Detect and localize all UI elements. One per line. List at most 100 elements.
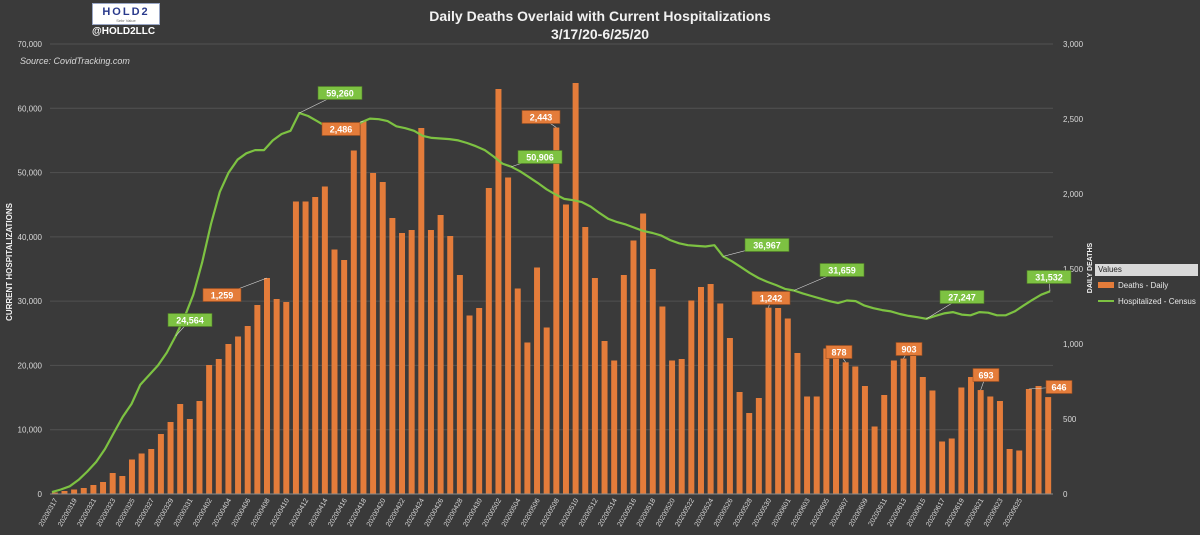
death-bar xyxy=(485,188,492,494)
death-bar xyxy=(620,275,627,494)
x-tick-label: 20200611 xyxy=(868,497,889,527)
death-bar xyxy=(524,342,531,494)
right-axis-title: DAILY DEATHS xyxy=(1087,242,1094,293)
death-bar xyxy=(707,284,714,494)
death-bar xyxy=(678,359,685,494)
death-bar xyxy=(456,275,463,494)
left-tick-label: 10,000 xyxy=(18,426,43,435)
death-bar xyxy=(447,236,454,494)
right-tick-label: 1,500 xyxy=(1063,265,1084,274)
death-bar xyxy=(302,201,309,494)
x-tick-label: 20200603 xyxy=(790,497,812,528)
x-tick-label: 20200428 xyxy=(443,497,465,528)
hospitalized-line-group xyxy=(51,111,1051,494)
death-bar xyxy=(399,233,406,494)
death-bar xyxy=(996,401,1003,494)
death-bar xyxy=(51,492,58,494)
legend-item-deaths: Deaths - Daily xyxy=(1095,278,1198,292)
legend-swatch-deaths xyxy=(1098,282,1114,288)
right-tick-label: 2,500 xyxy=(1063,115,1084,124)
legend-header: Values xyxy=(1095,264,1198,276)
x-tick-label: 20200520 xyxy=(655,497,677,528)
x-tick-label: 20200416 xyxy=(327,497,349,528)
death-bar xyxy=(736,392,743,494)
x-tick-label: 20200625 xyxy=(1002,497,1024,528)
hospitalized-callout-label: 50,906 xyxy=(526,153,554,163)
death-bar xyxy=(919,377,926,494)
death-bar xyxy=(804,396,811,494)
death-bar xyxy=(968,377,975,494)
left-tick-label: 20,000 xyxy=(18,361,43,370)
death-callout-box xyxy=(521,110,561,124)
x-tick-label: 20200412 xyxy=(289,497,311,528)
death-bar xyxy=(562,204,569,494)
x-tick-label: 20200607 xyxy=(829,497,851,528)
death-callout-box xyxy=(825,345,853,359)
x-tick-label: 20200406 xyxy=(231,497,253,528)
hold2-logo: HOLD2 Sebr Value xyxy=(92,3,160,25)
x-tick-label: 20200422 xyxy=(385,497,407,528)
death-bar xyxy=(244,326,251,494)
left-axis-title: CURRENT HOSPITALIZATIONS xyxy=(5,202,14,321)
death-bar xyxy=(157,434,164,494)
death-bar xyxy=(206,365,213,494)
death-bar xyxy=(418,128,425,494)
death-bar xyxy=(669,360,676,494)
death-bar xyxy=(254,305,261,494)
death-bar xyxy=(1045,397,1052,494)
x-tick-label: 20200609 xyxy=(848,497,870,528)
death-bar xyxy=(929,390,936,494)
death-bar xyxy=(659,306,666,494)
right-tick-label: 0 xyxy=(1063,490,1068,499)
death-callout-label: 646 xyxy=(1051,383,1066,393)
death-bar xyxy=(379,182,386,494)
x-tick-label: 20200504 xyxy=(501,497,523,528)
death-bar xyxy=(341,260,348,494)
death-bar xyxy=(476,308,483,494)
x-tick-label: 20200424 xyxy=(404,497,426,528)
death-bar xyxy=(505,177,512,494)
death-bar xyxy=(688,300,695,494)
death-bar xyxy=(1035,386,1042,494)
x-tick-label: 20200317 xyxy=(38,497,60,528)
legend: Values Deaths - Daily Hospitalized - Cen… xyxy=(1095,264,1198,312)
hospitalized-callout-label: 27,247 xyxy=(948,293,976,303)
death-bar xyxy=(611,360,618,494)
death-bar xyxy=(833,345,839,494)
legend-label-deaths: Deaths - Daily xyxy=(1118,280,1169,290)
death-callout-label: 1,242 xyxy=(760,294,783,304)
hospitalized-callout-label: 24,564 xyxy=(176,316,204,326)
x-tick-label: 20200530 xyxy=(752,497,774,528)
death-bar xyxy=(746,413,753,494)
death-bar xyxy=(177,404,184,494)
x-tick-label: 20200605 xyxy=(809,497,831,528)
death-bar xyxy=(823,348,830,494)
death-callout-box xyxy=(895,342,923,356)
x-tick-label: 20200331 xyxy=(173,497,195,528)
death-bar xyxy=(765,307,772,494)
death-bar xyxy=(630,240,637,494)
hospitalized-callout-box xyxy=(517,150,563,164)
legend-item-hospitalized: Hospitalized - Census xyxy=(1095,294,1198,308)
x-tick-label: 20200329 xyxy=(154,497,176,528)
hospitalized-callout-box xyxy=(1026,270,1072,284)
left-tick-label: 40,000 xyxy=(18,233,43,242)
x-tick-label: 20200325 xyxy=(115,497,137,528)
death-bar xyxy=(80,488,87,494)
x-tick-label: 20200430 xyxy=(462,497,484,528)
death-bar xyxy=(514,288,521,494)
x-tick-label: 20200327 xyxy=(134,497,156,528)
legend-label-hospitalized: Hospitalized - Census xyxy=(1118,296,1196,306)
death-callout-box xyxy=(202,288,242,302)
hospitalized-callout-box xyxy=(317,86,363,100)
x-tick-label: 20200323 xyxy=(96,497,118,528)
hospitalized-callout-box xyxy=(744,238,790,252)
hospitalized-line xyxy=(51,111,1051,494)
death-bar xyxy=(167,422,174,494)
death-bar xyxy=(71,489,78,494)
death-bar xyxy=(264,278,270,494)
x-tick-label: 20200526 xyxy=(713,497,735,528)
death-bar xyxy=(138,453,145,494)
death-bar xyxy=(717,303,724,494)
